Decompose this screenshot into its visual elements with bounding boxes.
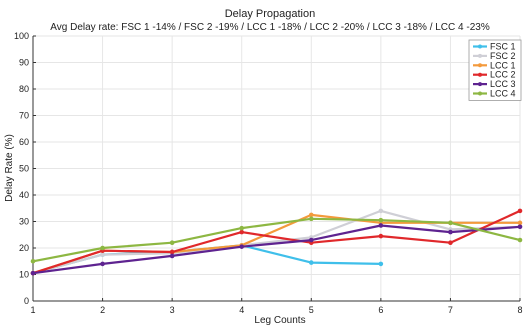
chart-title: Delay Propagation [225,8,316,20]
x-tick-label: 5 [309,305,314,315]
series-line [32,209,521,275]
x-axis-label: Leg Counts [254,315,305,326]
data-point [308,260,314,265]
data-point [378,217,384,223]
data-point [30,258,36,264]
data-point [169,249,175,255]
data-point [378,208,384,214]
data-point [100,261,105,267]
data-point [100,245,105,251]
legend-label: LCC 2 [490,70,516,80]
legend-marker [478,63,482,68]
legend-label: LCC 1 [490,60,516,70]
y-tick-label: 90 [19,58,29,68]
data-point [378,223,384,228]
grid-layer [32,35,521,302]
legend-marker [478,91,482,96]
y-tick-label: 70 [19,111,29,121]
x-tick-label: 7 [448,305,453,315]
y-tick-label: 0 [24,296,29,306]
legend-marker [478,72,482,77]
series-line [32,224,521,275]
data-point [308,237,314,243]
x-tick-label: 2 [100,305,105,315]
y-tick-label: 100 [14,31,29,41]
x-tick-label: 4 [239,305,244,315]
series-layer [30,208,523,276]
x-tick-label: 3 [170,305,175,315]
data-point [308,216,314,222]
data-point [517,237,523,243]
legend-marker [478,53,482,58]
x-tick-label: 6 [378,305,383,315]
y-tick-label: 80 [19,84,29,94]
data-point [378,261,384,267]
data-point [517,220,523,226]
data-point [378,233,384,239]
legend-label: FSC 2 [490,51,516,61]
x-tick-label: 8 [517,305,522,315]
data-point [448,220,453,226]
data-point [308,212,314,218]
data-point [100,252,105,257]
data-point [30,270,36,276]
data-point [239,225,245,231]
legend-marker [478,82,482,87]
data-point [448,229,453,235]
legend-marker [478,44,482,49]
y-tick-label: 30 [19,217,29,227]
data-point [239,244,245,249]
data-point [517,224,523,230]
y-tick-label: 20 [19,243,29,253]
legend-label: LCC 4 [490,89,516,99]
data-point [239,229,245,235]
y-tick-label: 50 [19,164,29,174]
y-tick-label: 60 [19,137,29,147]
y-axis-label: Delay Rate (%) [4,134,15,202]
x-tick-label: 1 [30,305,35,315]
legend-box [468,39,522,101]
y-tick-label: 40 [19,190,29,200]
legend-label: FSC 1 [490,42,516,52]
data-point [169,253,175,259]
data-point [169,240,175,245]
series-line [32,209,521,275]
y-tick-label: 10 [19,270,29,280]
series-line [32,217,521,263]
data-point [448,240,453,245]
data-point [517,208,523,214]
axis-layer: 0 10 20 30 40 50 60 70 80 90 100 1 2 3 4 5 6 7 8 [14,31,523,315]
chart-subtitle: Avg Delay rate: FSC 1 -14% / FSC 2 -19% … [50,22,490,33]
legend-label: LCC 3 [490,79,516,89]
